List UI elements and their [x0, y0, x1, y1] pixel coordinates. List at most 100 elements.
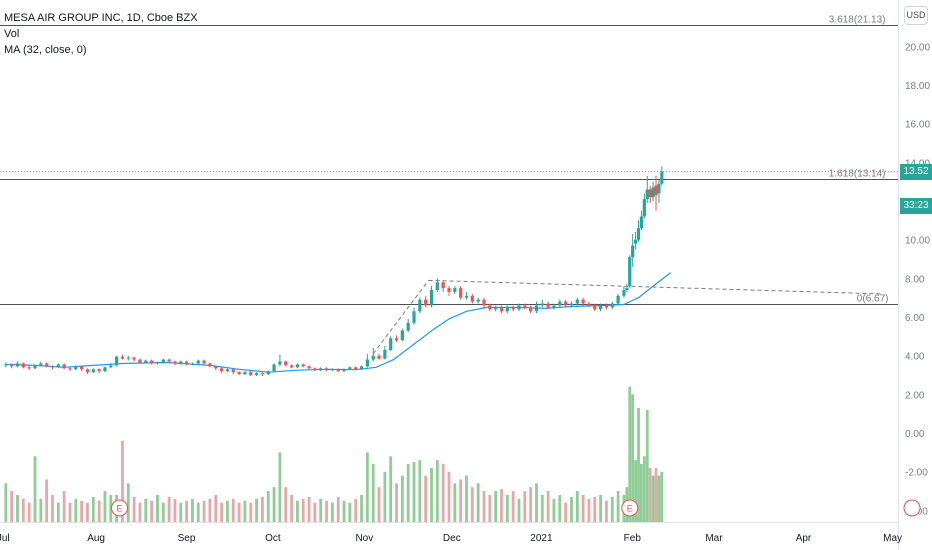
volume-bar — [552, 498, 556, 522]
volume-bar — [173, 498, 177, 522]
candle-body — [435, 282, 439, 290]
y-tick-label: 18.00 — [905, 81, 930, 92]
volume-bar — [476, 483, 480, 522]
candle-body — [394, 338, 399, 341]
volume-bar — [459, 479, 463, 522]
volume-bar — [126, 483, 130, 522]
candle-body — [389, 338, 393, 350]
volume-bar — [511, 491, 515, 522]
volume-bar — [651, 475, 655, 522]
x-tick-label: Aug — [87, 533, 105, 544]
candle-body — [260, 373, 265, 375]
fib-level-label: 1.618(13.14) — [829, 169, 886, 180]
candle-body — [184, 361, 189, 365]
candle-body — [633, 239, 638, 244]
volume-bar — [564, 502, 568, 522]
candle-body — [342, 369, 346, 372]
candle-body — [505, 307, 509, 312]
symbol-title[interactable]: MESA AIR GROUP INC, 1D, Cboe BZX — [4, 12, 198, 24]
candle-body — [383, 349, 387, 359]
candle-body — [631, 245, 635, 258]
volume-bar — [91, 496, 95, 522]
candle-body — [418, 299, 422, 312]
candle-body — [214, 366, 218, 369]
trend-line — [372, 280, 429, 355]
volume-bar — [185, 500, 188, 522]
candle-body — [50, 366, 55, 368]
volume-bar — [654, 467, 658, 522]
candle-body — [80, 366, 84, 370]
candle-body — [494, 307, 498, 310]
candle-body — [482, 299, 486, 306]
candle-body — [424, 299, 428, 306]
candle-body — [429, 290, 434, 306]
volume-bar — [371, 464, 375, 522]
candle-body — [581, 299, 585, 304]
volume-bar — [266, 491, 270, 522]
fib-level-label: 3.618(21.13) — [829, 15, 886, 26]
candle-body — [243, 372, 247, 375]
volume-indicator-label[interactable]: Vol — [4, 28, 20, 40]
volume-bar — [435, 460, 439, 522]
volume-bar — [400, 475, 404, 522]
candle-body — [441, 282, 445, 289]
candle-body — [85, 369, 90, 373]
y-tick-label: 4.00 — [905, 352, 925, 363]
volume-bar — [640, 464, 643, 522]
volume-bar — [243, 500, 247, 522]
candle-body — [278, 361, 282, 365]
volume-bar — [325, 500, 328, 522]
candle-body — [196, 360, 200, 364]
volume-bar — [482, 491, 486, 522]
candle-body — [231, 369, 235, 373]
y-tick-label: 6.00 — [905, 313, 925, 324]
candle-body — [324, 368, 329, 371]
currency-button[interactable]: USD — [904, 6, 928, 25]
volume-bar — [470, 487, 474, 522]
volume-bar — [138, 502, 142, 522]
y-tick-label: 20.00 — [905, 42, 930, 53]
volume-bar — [226, 500, 229, 522]
candle-body — [173, 361, 177, 364]
candle-body — [336, 369, 340, 372]
volume-bar — [16, 494, 19, 522]
volume-bar — [278, 452, 282, 522]
volume-bar — [156, 494, 159, 522]
candle-body — [377, 355, 381, 359]
volume-bar — [441, 464, 445, 522]
volume-bar — [517, 498, 521, 522]
candle-body — [249, 372, 253, 376]
volume-bar — [418, 460, 422, 522]
volume-bar — [202, 500, 206, 522]
candle-body — [4, 364, 8, 366]
candle-body — [56, 364, 60, 368]
candle-body — [301, 364, 305, 367]
candle-body — [365, 359, 369, 367]
volume-bar — [167, 496, 171, 522]
candle-body — [599, 305, 603, 310]
volume-bar — [33, 456, 37, 522]
earnings-marker-icon — [903, 499, 921, 517]
volume-bar — [10, 491, 14, 522]
volume-bar — [56, 502, 60, 522]
volume-bar — [295, 500, 299, 522]
volume-bar — [377, 487, 381, 522]
volume-bar — [51, 494, 54, 522]
candle-body — [319, 368, 323, 371]
volume-bar — [348, 502, 352, 522]
volume-bar — [109, 494, 113, 522]
volume-bar — [360, 494, 363, 522]
volume-bar — [430, 467, 433, 522]
earnings-marker-label: E — [117, 504, 123, 514]
candle-body — [348, 367, 352, 370]
candle-body — [540, 303, 544, 306]
volume-bar — [261, 496, 264, 522]
candle-body — [330, 369, 334, 371]
volume-bar — [628, 386, 632, 522]
candle-body — [138, 359, 142, 363]
moving-average-label[interactable]: MA (32, close, 0) — [4, 44, 87, 56]
candle-body — [517, 305, 521, 310]
candle-body — [453, 288, 457, 292]
candle-body — [642, 199, 646, 217]
